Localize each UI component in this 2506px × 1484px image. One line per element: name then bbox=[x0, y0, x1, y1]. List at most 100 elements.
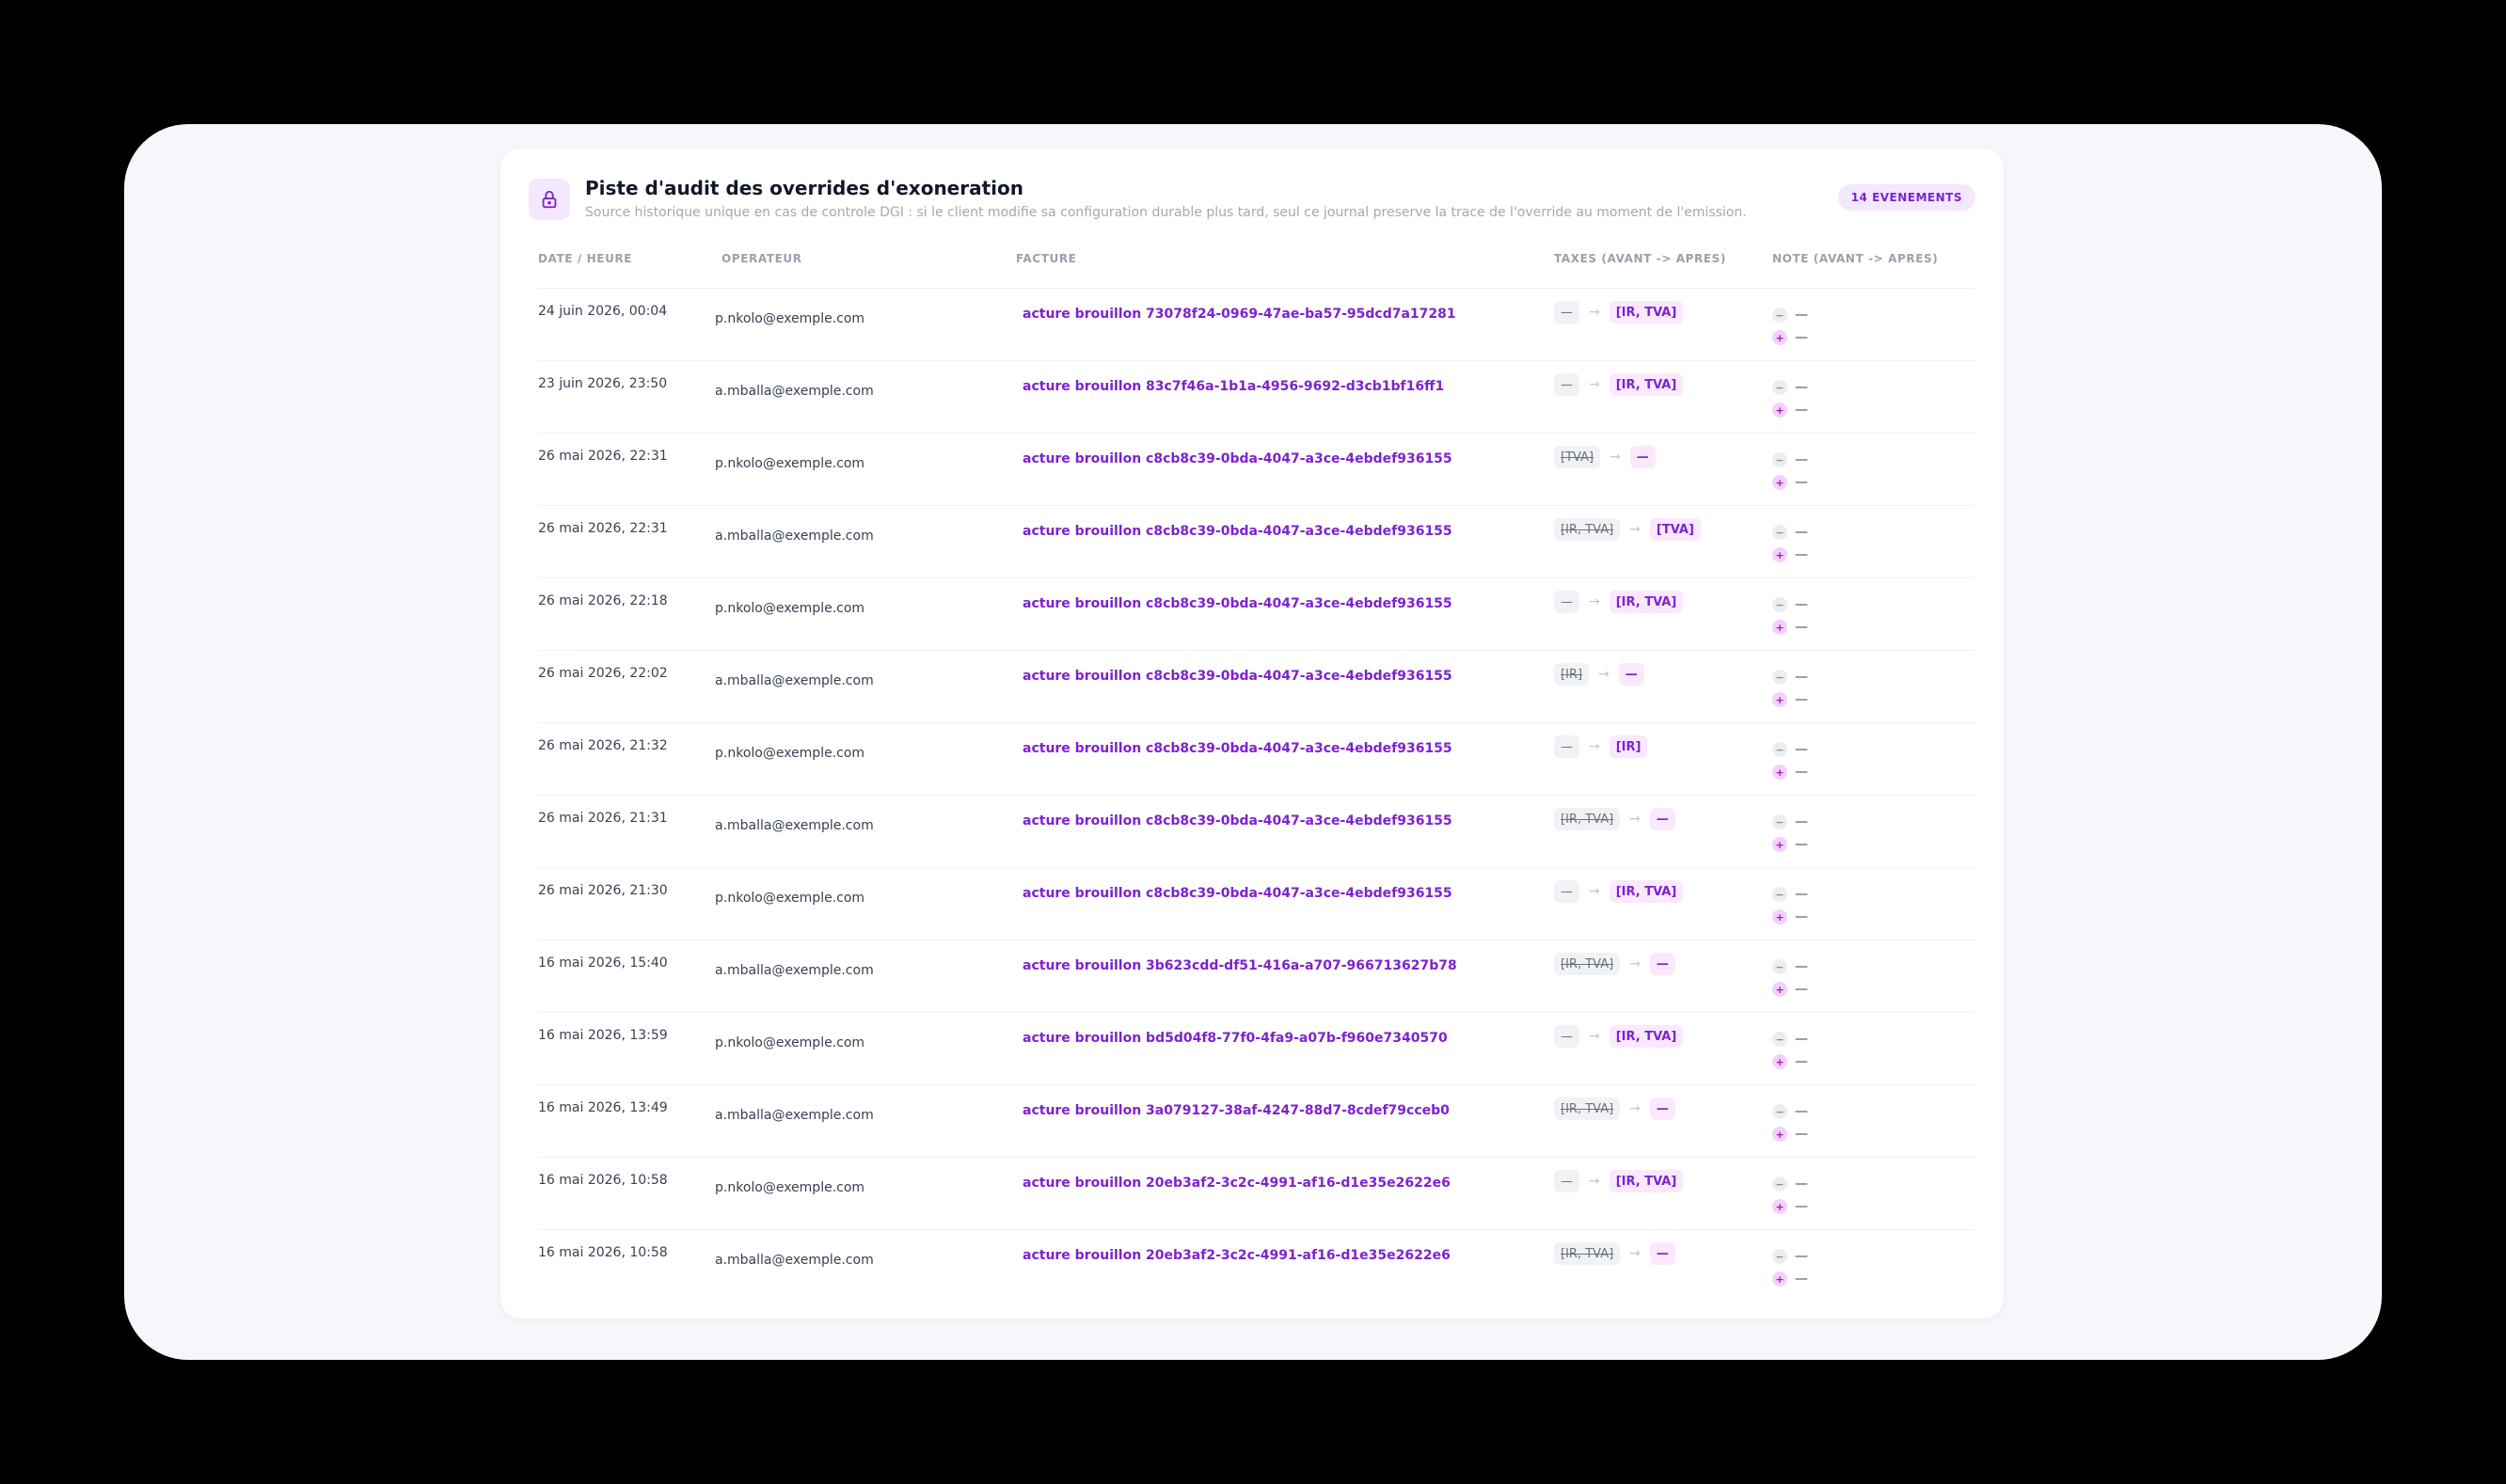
row-invoice-link[interactable]: acture brouillon bd5d04f8-77f0-4fa9-a07b… bbox=[1023, 1031, 1448, 1046]
note-before: − — bbox=[1772, 593, 1808, 616]
note-before: − — bbox=[1772, 738, 1808, 761]
table-row: 26 mai 2026, 21:31 a.mballa@exemple.com … bbox=[538, 796, 1975, 868]
note-before-value: — bbox=[1795, 452, 1808, 467]
row-operator: a.mballa@exemple.com bbox=[715, 673, 874, 688]
note-after-value: — bbox=[1795, 692, 1808, 707]
table-header: DATE / HEURE OPERATEUR FACTURE TAXES (AV… bbox=[538, 252, 1975, 289]
row-invoice-link[interactable]: acture brouillon c8cb8c39-0bda-4047-a3ce… bbox=[1023, 451, 1452, 466]
tax-after-pill: [IR, TVA] bbox=[1609, 1170, 1684, 1192]
arrow-right-icon: → bbox=[1610, 450, 1621, 465]
note-after-value: — bbox=[1795, 620, 1808, 635]
row-invoice-link[interactable]: acture brouillon 3b623cdd-df51-416a-a707… bbox=[1023, 958, 1457, 973]
minus-icon: − bbox=[1772, 1104, 1787, 1119]
note-before-value: — bbox=[1795, 1176, 1808, 1192]
row-date: 16 mai 2026, 13:49 bbox=[538, 1100, 668, 1115]
arrow-right-icon: → bbox=[1589, 305, 1600, 320]
row-taxes: — → [IR, TVA] bbox=[1554, 301, 1684, 324]
row-invoice-link[interactable]: acture brouillon 3a079127-38af-4247-88d7… bbox=[1023, 1103, 1450, 1118]
note-after-value: — bbox=[1795, 982, 1808, 997]
row-taxes: [IR, TVA] → — bbox=[1554, 1242, 1675, 1265]
tax-after-pill: [IR, TVA] bbox=[1609, 591, 1684, 613]
note-after-value: — bbox=[1795, 547, 1808, 562]
minus-icon: − bbox=[1772, 380, 1787, 395]
plus-icon: + bbox=[1772, 982, 1787, 997]
note-before: − — bbox=[1772, 304, 1808, 326]
note-after-value: — bbox=[1795, 330, 1808, 345]
tax-before-pill: [IR, TVA] bbox=[1554, 1242, 1621, 1265]
row-operator: a.mballa@exemple.com bbox=[715, 818, 874, 833]
plus-icon: + bbox=[1772, 475, 1787, 490]
tax-before-pill: — bbox=[1554, 301, 1579, 324]
row-invoice-link[interactable]: acture brouillon 20eb3af2-3c2c-4991-af16… bbox=[1023, 1176, 1451, 1191]
arrow-right-icon: → bbox=[1629, 812, 1641, 827]
row-operator: a.mballa@exemple.com bbox=[715, 384, 874, 399]
row-invoice-link[interactable]: acture brouillon c8cb8c39-0bda-4047-a3ce… bbox=[1023, 596, 1452, 611]
arrow-right-icon: → bbox=[1589, 377, 1600, 392]
tax-after-pill: [IR, TVA] bbox=[1609, 1025, 1684, 1048]
table-row: 24 juin 2026, 00:04 p.nkolo@exemple.com … bbox=[538, 289, 1975, 361]
tax-after-pill: [IR] bbox=[1609, 735, 1648, 758]
row-invoice-link[interactable]: acture brouillon c8cb8c39-0bda-4047-a3ce… bbox=[1023, 813, 1452, 829]
note-after-value: — bbox=[1795, 837, 1808, 852]
row-date: 26 mai 2026, 22:31 bbox=[538, 521, 668, 536]
row-note: − — + — bbox=[1772, 304, 1808, 349]
note-after: + — bbox=[1772, 1050, 1808, 1073]
table-row: 16 mai 2026, 10:58 p.nkolo@exemple.com a… bbox=[538, 1158, 1975, 1230]
row-taxes: [IR, TVA] → — bbox=[1554, 953, 1675, 975]
row-invoice-link[interactable]: acture brouillon 73078f24-0969-47ae-ba57… bbox=[1023, 307, 1456, 322]
table-row: 26 mai 2026, 22:31 p.nkolo@exemple.com a… bbox=[538, 434, 1975, 506]
row-invoice-link[interactable]: acture brouillon c8cb8c39-0bda-4047-a3ce… bbox=[1023, 524, 1452, 539]
note-after: + — bbox=[1772, 833, 1808, 856]
row-operator: a.mballa@exemple.com bbox=[715, 1108, 874, 1123]
tax-before-pill: [IR, TVA] bbox=[1554, 953, 1621, 975]
table-row: 26 mai 2026, 22:31 a.mballa@exemple.com … bbox=[538, 506, 1975, 578]
table-row: 26 mai 2026, 21:30 p.nkolo@exemple.com a… bbox=[538, 868, 1975, 940]
audit-table: DATE / HEURE OPERATEUR FACTURE TAXES (AV… bbox=[538, 252, 1975, 1302]
tax-before-pill: — bbox=[1554, 1170, 1579, 1192]
note-after-value: — bbox=[1795, 765, 1808, 780]
row-note: − — + — bbox=[1772, 593, 1808, 639]
note-before-value: — bbox=[1795, 959, 1808, 974]
note-before-value: — bbox=[1795, 1032, 1808, 1047]
table-row: 16 mai 2026, 13:49 a.mballa@exemple.com … bbox=[538, 1085, 1975, 1158]
row-date: 24 juin 2026, 00:04 bbox=[538, 304, 668, 319]
minus-icon: − bbox=[1772, 308, 1787, 323]
tax-after-pill: — bbox=[1629, 446, 1656, 468]
arrow-right-icon: → bbox=[1629, 522, 1641, 537]
arrow-right-icon: → bbox=[1589, 739, 1600, 754]
column-header-taxes: TAXES (AVANT -> APRES) bbox=[1554, 252, 1726, 265]
note-after: + — bbox=[1772, 761, 1808, 783]
note-after-value: — bbox=[1795, 909, 1808, 924]
table-row: 16 mai 2026, 13:59 p.nkolo@exemple.com a… bbox=[538, 1013, 1975, 1085]
note-before: − — bbox=[1772, 449, 1808, 471]
tax-before-pill: — bbox=[1554, 591, 1579, 613]
minus-icon: − bbox=[1772, 670, 1787, 685]
note-after: + — bbox=[1772, 1195, 1808, 1218]
row-operator: p.nkolo@exemple.com bbox=[715, 891, 865, 906]
row-invoice-link[interactable]: acture brouillon c8cb8c39-0bda-4047-a3ce… bbox=[1023, 886, 1452, 901]
table-row: 26 mai 2026, 21:32 p.nkolo@exemple.com a… bbox=[538, 723, 1975, 796]
minus-icon: − bbox=[1772, 597, 1787, 612]
note-before-value: — bbox=[1795, 380, 1808, 395]
row-invoice-link[interactable]: acture brouillon 20eb3af2-3c2c-4991-af16… bbox=[1023, 1248, 1451, 1263]
arrow-right-icon: → bbox=[1629, 1246, 1641, 1261]
app-frame: Piste d'audit des overrides d'exoneratio… bbox=[124, 124, 2382, 1360]
row-operator: p.nkolo@exemple.com bbox=[715, 601, 865, 616]
plus-icon: + bbox=[1772, 403, 1787, 418]
row-operator: a.mballa@exemple.com bbox=[715, 529, 874, 544]
plus-icon: + bbox=[1772, 692, 1787, 707]
row-taxes: — → [IR, TVA] bbox=[1554, 373, 1684, 396]
row-invoice-link[interactable]: acture brouillon 83c7f46a-1b1a-4956-9692… bbox=[1023, 379, 1445, 394]
column-header-date: DATE / HEURE bbox=[538, 252, 633, 265]
row-date: 26 mai 2026, 21:32 bbox=[538, 738, 668, 753]
row-taxes: — → [IR, TVA] bbox=[1554, 1025, 1684, 1048]
row-taxes: [TVA] → — bbox=[1554, 446, 1656, 468]
arrow-right-icon: → bbox=[1598, 667, 1610, 682]
row-invoice-link[interactable]: acture brouillon c8cb8c39-0bda-4047-a3ce… bbox=[1023, 741, 1452, 756]
note-after-value: — bbox=[1795, 1271, 1808, 1287]
audit-card: Piste d'audit des overrides d'exoneratio… bbox=[500, 149, 2004, 1318]
lock-icon bbox=[529, 179, 570, 220]
table-row: 16 mai 2026, 10:58 a.mballa@exemple.com … bbox=[538, 1230, 1975, 1302]
row-invoice-link[interactable]: acture brouillon c8cb8c39-0bda-4047-a3ce… bbox=[1023, 669, 1452, 684]
plus-icon: + bbox=[1772, 547, 1787, 562]
